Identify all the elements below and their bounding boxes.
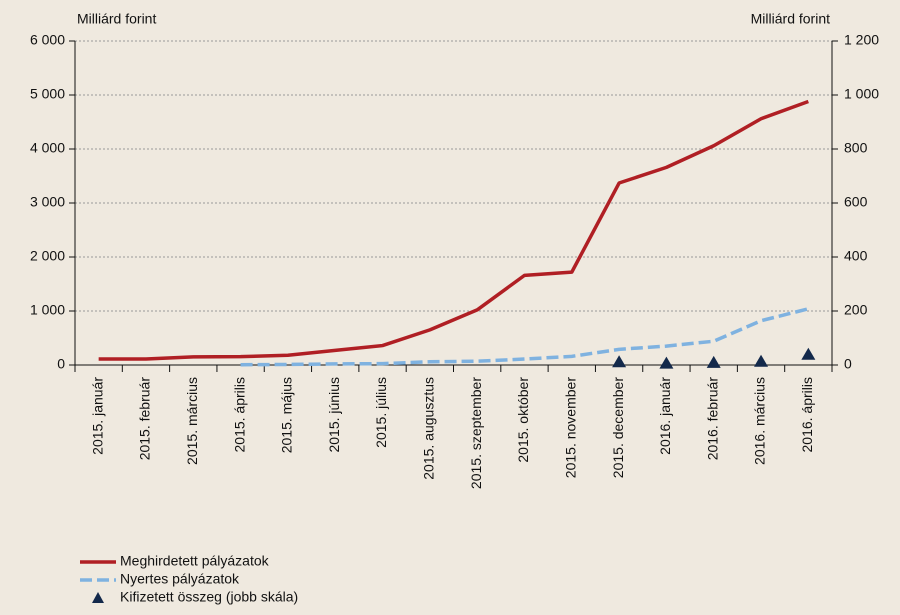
y-tick-label: 0	[57, 356, 65, 372]
y2-tick-label: 1 000	[844, 86, 879, 102]
x-tick-label: 2015. szeptember	[468, 377, 484, 489]
y2-tick-label: 0	[844, 356, 852, 372]
y-axis-title: Milliárd forint	[77, 11, 156, 27]
x-tick-label: 2016. március	[752, 377, 768, 465]
legend-swatch	[92, 592, 104, 603]
marker	[754, 354, 769, 367]
x-tick-label: 2015. április	[231, 377, 247, 453]
y-tick-label: 3 000	[30, 194, 65, 210]
legend-label: Nyertes pályázatok	[120, 571, 240, 587]
y-tick-label: 6 000	[30, 32, 65, 48]
marker	[659, 356, 674, 369]
x-tick-label: 2015. február	[137, 377, 153, 461]
x-tick-label: 2016. február	[704, 377, 720, 461]
y2-tick-label: 600	[844, 194, 868, 210]
line	[240, 307, 809, 367]
y2-axis-title: Milliárd forint	[751, 11, 830, 27]
marker	[801, 347, 816, 360]
x-tick-label: 2016. január	[657, 377, 673, 455]
y2-tick-label: 400	[844, 248, 868, 264]
legend-label: Meghirdetett pályázatok	[120, 553, 270, 569]
y-tick-label: 4 000	[30, 140, 65, 156]
x-tick-label: 2015. július	[373, 377, 389, 448]
x-tick-label: 2015. október	[515, 377, 531, 463]
marker	[612, 355, 627, 368]
x-tick-label: 2015. március	[184, 377, 200, 465]
x-tick-label: 2016. április	[799, 377, 815, 453]
y2-tick-label: 1 200	[844, 32, 879, 48]
y-tick-label: 5 000	[30, 86, 65, 102]
y2-tick-label: 800	[844, 140, 868, 156]
line	[98, 99, 809, 361]
x-tick-label: 2015. január	[89, 377, 105, 455]
x-tick-label: 2015. június	[326, 377, 342, 453]
legend-label: Kifizetett összeg (jobb skála)	[120, 589, 298, 605]
x-tick-label: 2015. november	[562, 377, 578, 479]
y-tick-label: 2 000	[30, 248, 65, 264]
x-tick-label: 2015. augusztus	[421, 377, 437, 480]
marker	[706, 355, 721, 368]
x-tick-label: 2015. május	[279, 377, 295, 453]
x-tick-label: 2015. december	[610, 377, 626, 479]
y2-tick-label: 200	[844, 302, 868, 318]
y-tick-label: 1 000	[30, 302, 65, 318]
